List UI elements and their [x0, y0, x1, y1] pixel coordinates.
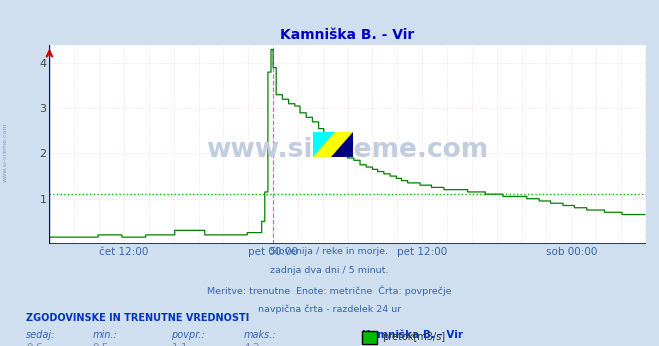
- Text: 1,1: 1,1: [171, 343, 188, 346]
- Text: Meritve: trenutne  Enote: metrične  Črta: povprečje: Meritve: trenutne Enote: metrične Črta: …: [207, 285, 452, 296]
- Polygon shape: [331, 132, 353, 157]
- Text: sedaj:: sedaj:: [26, 330, 56, 340]
- Text: ZGODOVINSKE IN TRENUTNE VREDNOSTI: ZGODOVINSKE IN TRENUTNE VREDNOSTI: [26, 313, 250, 323]
- Text: navpična črta - razdelek 24 ur: navpična črta - razdelek 24 ur: [258, 304, 401, 314]
- Text: Slovenija / reke in morje.: Slovenija / reke in morje.: [270, 247, 389, 256]
- Text: Kamniška B. - Vir: Kamniška B. - Vir: [362, 330, 463, 340]
- Text: 0,5: 0,5: [92, 343, 109, 346]
- Text: pretok[m3/s]: pretok[m3/s]: [382, 333, 445, 342]
- Text: www.si-vreme.com: www.si-vreme.com: [206, 137, 489, 163]
- Text: www.si-vreme.com: www.si-vreme.com: [3, 122, 8, 182]
- Text: 4,2: 4,2: [244, 343, 260, 346]
- Text: 0,6: 0,6: [26, 343, 43, 346]
- Text: zadnja dva dni / 5 minut.: zadnja dva dni / 5 minut.: [270, 266, 389, 275]
- Text: min.:: min.:: [92, 330, 117, 340]
- Text: maks.:: maks.:: [244, 330, 277, 340]
- Polygon shape: [314, 132, 335, 157]
- Text: povpr.:: povpr.:: [171, 330, 205, 340]
- Title: Kamniška B. - Vir: Kamniška B. - Vir: [281, 28, 415, 43]
- Bar: [314, 132, 353, 157]
